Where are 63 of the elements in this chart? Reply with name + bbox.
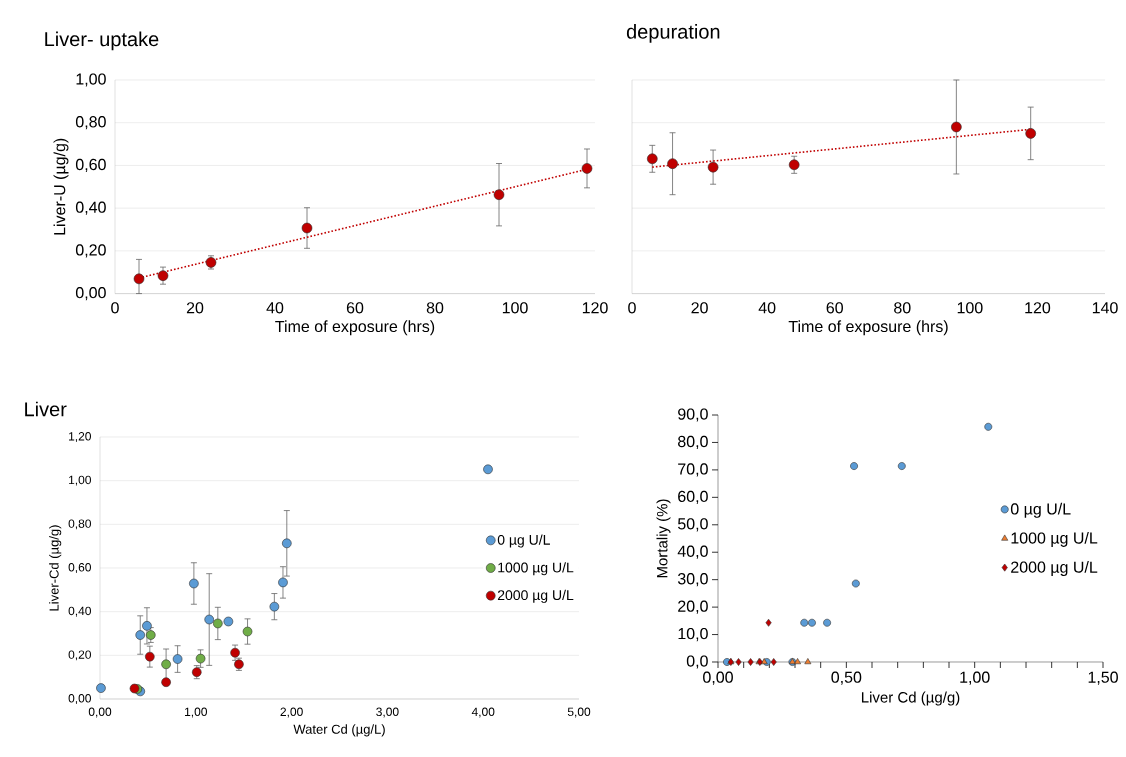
x-tick-label: 0 bbox=[111, 302, 119, 314]
y-tick-label: 70,0 bbox=[678, 463, 708, 477]
y-tick-label: 60,0 bbox=[678, 490, 708, 504]
y-tick-label: 30,0 bbox=[677, 573, 708, 587]
legend-label: 1000 µg U/L bbox=[1011, 531, 1098, 547]
x-tick-label: 4,00 bbox=[471, 707, 495, 718]
x-tick-label: 40 bbox=[758, 302, 776, 314]
x-tick-label: 140 bbox=[1092, 302, 1118, 314]
y-tick-label: 1,00 bbox=[69, 475, 91, 486]
x-tick-label: 100 bbox=[502, 302, 528, 314]
x-tick-label: 80 bbox=[894, 302, 911, 314]
x-tick-label: 1,00 bbox=[185, 707, 208, 718]
x-axis-title: Time of exposure (hrs) bbox=[275, 320, 435, 336]
x-tick-label: 60 bbox=[346, 302, 364, 314]
legend-label: 0 µg U/L bbox=[1010, 502, 1071, 518]
x-tick-label: 100 bbox=[957, 302, 983, 314]
y-tick-label: 80,0 bbox=[678, 435, 708, 450]
x-tick-label: 5,00 bbox=[567, 707, 591, 718]
chart-title: depuration bbox=[626, 24, 720, 43]
x-tick-label: 80 bbox=[426, 302, 444, 314]
y-axis-title: Liver-U (µg/g) bbox=[53, 138, 69, 235]
x-tick-label: 40 bbox=[266, 302, 284, 314]
y-tick-label: 0,60 bbox=[75, 158, 106, 173]
y-axis-title: Liver-Cd (µg/g) bbox=[49, 525, 62, 611]
y-tick-label: 0,00 bbox=[68, 694, 91, 704]
x-axis-title: Liver Cd (µg/g) bbox=[861, 691, 960, 706]
x-tick-label: 60 bbox=[826, 302, 843, 314]
legend-label: 2000 µg U/L bbox=[1011, 561, 1098, 576]
y-tick-label: 20,0 bbox=[678, 600, 708, 614]
x-tick-label: 0 bbox=[628, 302, 636, 314]
legend-label: 1000 µg U/L bbox=[498, 562, 574, 576]
x-tick-label: 120 bbox=[1025, 302, 1051, 314]
legend-label: 0 µg U/L bbox=[497, 534, 550, 548]
y-tick-label: 10,0 bbox=[678, 627, 708, 642]
x-tick-label: 0,00 bbox=[703, 671, 733, 685]
y-axis-title: Mortaliy (%) bbox=[656, 499, 671, 578]
legend-label: 2000 µg U/L bbox=[497, 589, 574, 603]
y-tick-label: 0,20 bbox=[68, 650, 91, 661]
y-tick-label: 1,00 bbox=[76, 73, 106, 87]
x-axis-title: Water Cd (µg/L) bbox=[293, 724, 385, 737]
y-tick-label: 0,40 bbox=[68, 606, 91, 617]
chart-title: Liver- uptake bbox=[45, 31, 159, 51]
x-tick-label: 20 bbox=[691, 302, 708, 314]
x-axis-title: Time of exposure (hrs) bbox=[788, 320, 948, 336]
y-tick-label: 40,0 bbox=[677, 545, 708, 559]
y-tick-label: 0,0 bbox=[686, 655, 708, 669]
y-tick-label: 0,40 bbox=[75, 201, 106, 215]
x-tick-label: 20 bbox=[186, 302, 204, 314]
y-tick-label: 1,20 bbox=[69, 432, 91, 442]
y-tick-label: 0,80 bbox=[75, 116, 106, 130]
x-tick-label: 1,00 bbox=[960, 671, 990, 685]
y-tick-label: 0,60 bbox=[68, 563, 91, 573]
y-tick-label: 0,80 bbox=[68, 519, 91, 530]
x-tick-label: 3,00 bbox=[376, 707, 399, 718]
x-tick-label: 2,00 bbox=[280, 707, 303, 718]
x-tick-label: 0,50 bbox=[831, 671, 862, 685]
x-tick-label: 1,50 bbox=[1088, 671, 1118, 685]
y-tick-label: 0,20 bbox=[75, 244, 106, 258]
y-tick-label: 0,00 bbox=[75, 286, 106, 301]
chart-title: Liver bbox=[25, 401, 67, 417]
y-tick-label: 90,0 bbox=[678, 408, 708, 422]
x-tick-label: 120 bbox=[582, 302, 608, 314]
y-tick-label: 50,0 bbox=[677, 518, 708, 532]
